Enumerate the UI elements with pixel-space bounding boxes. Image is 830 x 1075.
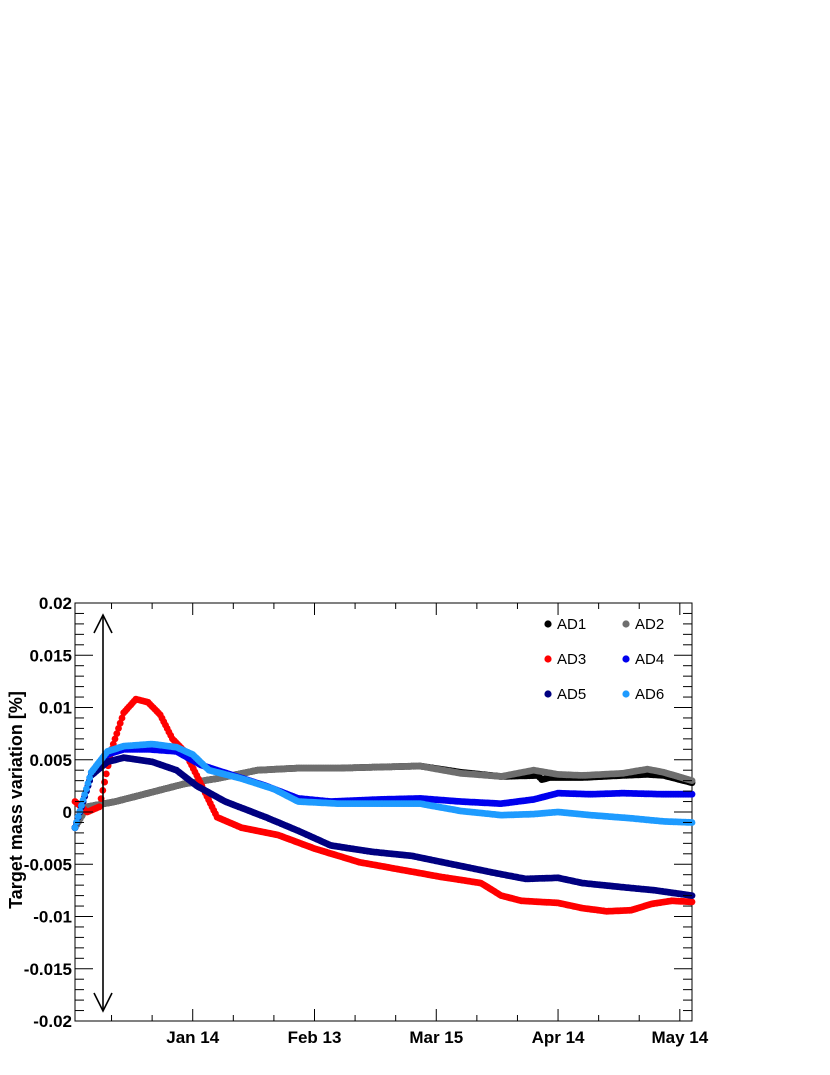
legend-marker bbox=[622, 620, 630, 628]
y-tick-label: -0.02 bbox=[33, 1012, 72, 1031]
y-tick-label: -0.01 bbox=[33, 908, 72, 927]
arrow-head-up bbox=[93, 613, 113, 634]
legend-label: AD3 bbox=[557, 651, 586, 668]
y-tick-label: 0.005 bbox=[29, 751, 72, 770]
data-point bbox=[84, 780, 92, 787]
data-point bbox=[688, 898, 696, 906]
y-tick-label: -0.015 bbox=[24, 960, 72, 979]
x-tick-label: Jan 14 bbox=[166, 1028, 219, 1047]
data-point bbox=[78, 802, 85, 809]
legend-entry-ad3: AD3 bbox=[544, 651, 586, 668]
legend-entry-ad6: AD6 bbox=[622, 686, 664, 703]
legend-marker bbox=[622, 690, 630, 698]
legend-marker bbox=[544, 655, 552, 663]
data-point bbox=[115, 725, 122, 732]
legend: AD1 AD2 AD3 AD4 AD5 AD6 bbox=[544, 616, 664, 703]
data-point bbox=[113, 730, 121, 737]
data-point bbox=[71, 824, 79, 832]
y-tick-label: 0 bbox=[63, 803, 72, 822]
y-axis-label: Target mass variation [%] bbox=[6, 691, 26, 909]
legend-entry-ad2: AD2 bbox=[622, 616, 664, 633]
x-tick-label: Feb 13 bbox=[288, 1028, 342, 1047]
data-point bbox=[74, 813, 82, 820]
data-point bbox=[76, 807, 84, 815]
legend-entry-ad1: AD1 bbox=[544, 616, 586, 633]
data-point bbox=[96, 803, 103, 811]
data-marks bbox=[71, 695, 696, 915]
data-point bbox=[118, 714, 126, 722]
y-tick-label: 0.01 bbox=[39, 699, 72, 718]
axes: -0.02 -0.015 -0.01 -0.005 0 0.005 0.01 0.015 0.0… bbox=[24, 594, 709, 1047]
x-tick-label: May 14 bbox=[651, 1028, 708, 1047]
data-point bbox=[81, 791, 89, 798]
legend-entry-ad5: AD5 bbox=[544, 686, 586, 703]
data-point bbox=[86, 774, 93, 782]
legend-entry-ad4: AD4 bbox=[622, 651, 664, 668]
plot-frame bbox=[74, 602, 693, 1022]
data-point bbox=[111, 735, 119, 743]
data-point bbox=[116, 719, 124, 727]
legend-label: AD2 bbox=[635, 616, 664, 633]
y-tick-label: 0.02 bbox=[39, 594, 72, 613]
y-tick-label: -0.005 bbox=[24, 855, 72, 874]
y-tick-label: 0.015 bbox=[29, 646, 72, 665]
legend-marker bbox=[544, 620, 552, 628]
legend-label: AD5 bbox=[557, 686, 586, 703]
legend-label: AD6 bbox=[635, 686, 664, 703]
legend-label: AD1 bbox=[557, 616, 586, 633]
legend-marker bbox=[622, 655, 630, 663]
data-point bbox=[83, 785, 90, 793]
series-ad5 bbox=[71, 754, 696, 899]
data-point bbox=[688, 790, 696, 798]
legend-marker bbox=[544, 690, 552, 698]
series-ad6 bbox=[71, 740, 696, 832]
arrow-head-down bbox=[93, 992, 113, 1013]
legend-label: AD4 bbox=[635, 651, 664, 668]
data-point bbox=[102, 770, 110, 778]
x-tick-label: Apr 14 bbox=[532, 1028, 585, 1047]
x-tick-label: Mar 15 bbox=[409, 1028, 463, 1047]
plot-area bbox=[74, 602, 693, 1022]
